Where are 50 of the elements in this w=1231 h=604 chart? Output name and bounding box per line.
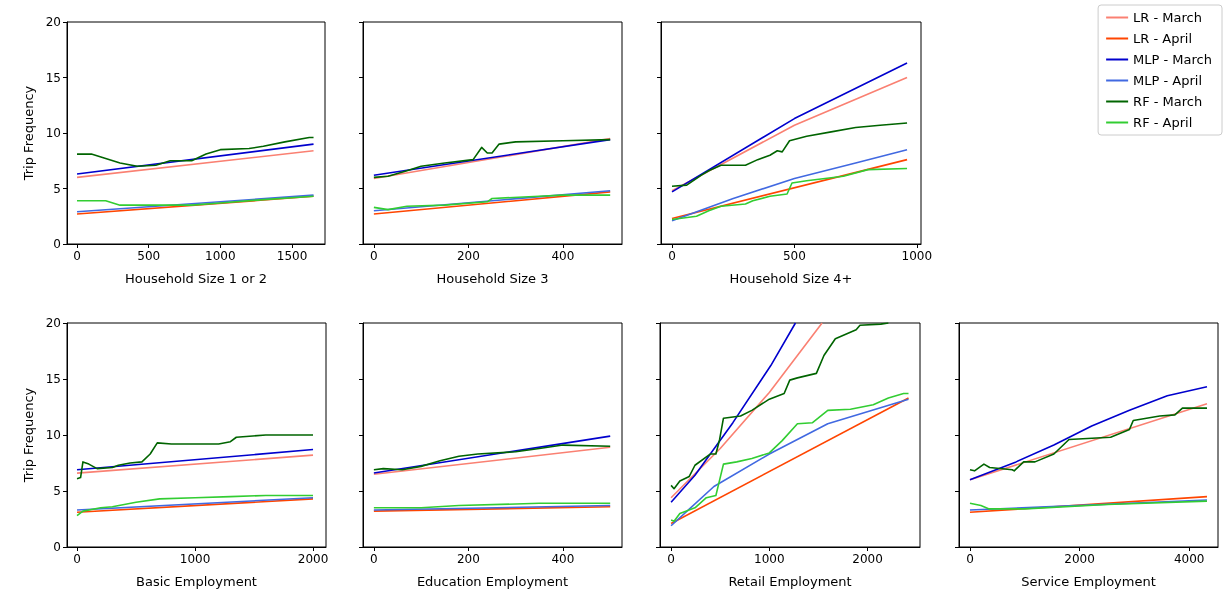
legend-label: LR - March bbox=[1133, 10, 1202, 25]
line-series bbox=[76, 434, 314, 480]
x-tick-label: 2000 bbox=[1064, 552, 1095, 566]
y-axis-title: Trip Frequency bbox=[20, 387, 36, 484]
y-tick-label: 10 bbox=[45, 428, 61, 442]
x-tick-label: 4000 bbox=[1173, 552, 1205, 566]
x-tick-label: 1000 bbox=[179, 552, 211, 566]
x-tick-label: 500 bbox=[137, 249, 161, 263]
legend-label: RF - April bbox=[1133, 115, 1193, 130]
x-tick-label: 0 bbox=[73, 552, 81, 566]
x-axis-title: Household Size 4+ bbox=[729, 271, 853, 286]
y-tick-label: 20 bbox=[45, 15, 61, 29]
x-axis-title: Household Size 3 bbox=[436, 271, 549, 286]
line-series bbox=[76, 195, 315, 206]
x-tick-label: 2000 bbox=[297, 552, 329, 566]
x-axis-title: Household Size 1 or 2 bbox=[125, 271, 267, 286]
y-tick-label: 15 bbox=[45, 70, 61, 85]
y-tick-label: 20 bbox=[45, 316, 61, 330]
y-tick-label: 5 bbox=[53, 181, 61, 196]
x-axis-title: Service Employment bbox=[1021, 574, 1156, 589]
y-tick-label: 15 bbox=[45, 372, 61, 386]
x-tick-label: 0 bbox=[667, 552, 675, 566]
line-series bbox=[76, 136, 315, 168]
legend-label: MLP - March bbox=[1133, 52, 1213, 67]
legend-label: LR - April bbox=[1133, 31, 1193, 46]
x-tick-label: 500 bbox=[782, 249, 806, 263]
x-tick-label: 200 bbox=[456, 249, 480, 263]
x-tick-label: 1000 bbox=[754, 552, 785, 566]
x-tick-label: 0 bbox=[966, 552, 974, 566]
x-tick-label: 200 bbox=[456, 552, 480, 566]
x-tick-label: 2000 bbox=[852, 552, 883, 566]
legend-label: MLP - April bbox=[1133, 73, 1203, 88]
y-tick-label: 5 bbox=[53, 484, 61, 498]
y-tick-label: 10 bbox=[45, 126, 61, 140]
x-axis-title: Retail Employment bbox=[728, 574, 852, 589]
y-axis-title: Trip Frequency bbox=[20, 85, 36, 182]
x-tick-label: 0 bbox=[370, 552, 378, 566]
x-tick-label: 400 bbox=[551, 552, 575, 566]
legend-label: RF - March bbox=[1133, 94, 1203, 109]
x-tick-label: 0 bbox=[73, 249, 81, 263]
x-axis-title: Basic Employment bbox=[136, 574, 257, 589]
x-tick-label: 400 bbox=[551, 249, 575, 263]
x-tick-label: 1500 bbox=[276, 249, 308, 263]
x-tick-label: 0 bbox=[668, 249, 676, 263]
y-tick-label: 0 bbox=[53, 540, 61, 554]
x-axis-title: Education Employment bbox=[416, 574, 569, 589]
x-tick-label: 0 bbox=[370, 249, 378, 263]
y-tick-label: 0 bbox=[53, 237, 61, 251]
x-tick-label: 1000 bbox=[205, 249, 236, 263]
x-tick-label: 1000 bbox=[901, 249, 933, 263]
